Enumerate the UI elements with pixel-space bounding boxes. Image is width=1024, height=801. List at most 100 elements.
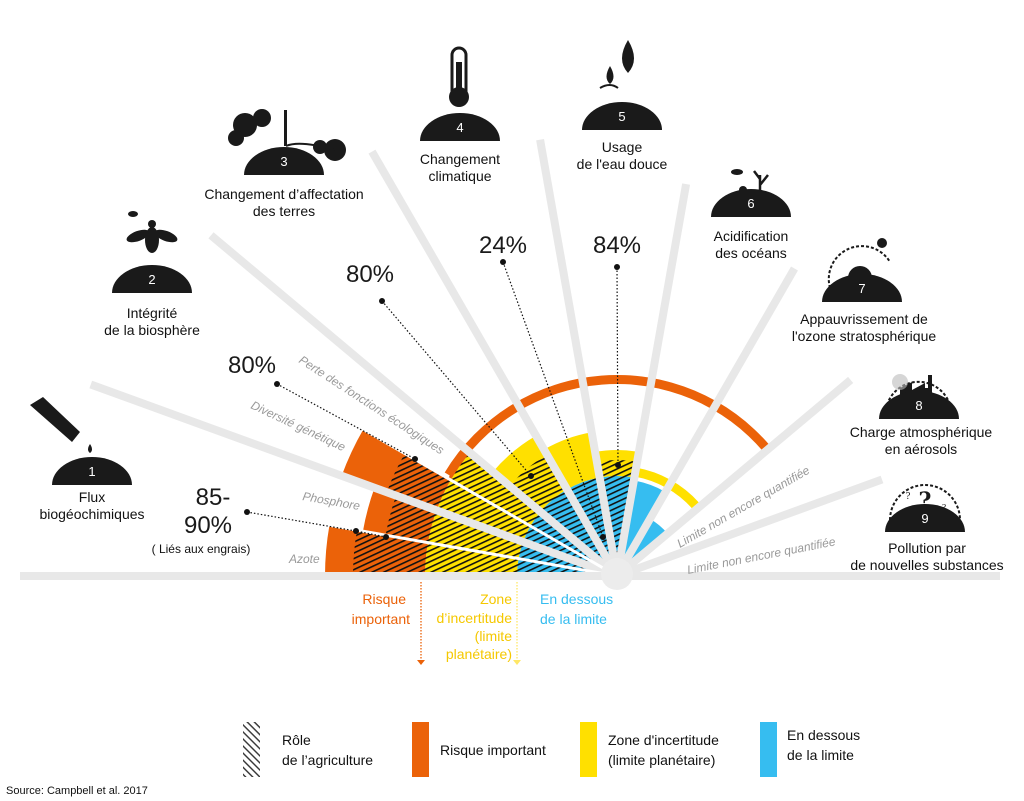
boundary-dome: [420, 113, 500, 141]
boundary-label: de nouvelles substances: [850, 557, 1003, 573]
boundary-label: de l'eau douce: [577, 156, 668, 172]
legend-high-risk: Risque important: [440, 742, 546, 758]
source-note: Source: Campbell et al. 2017: [6, 785, 148, 797]
bee-icon: [126, 211, 178, 253]
boundary-number: 2: [148, 272, 155, 287]
boundary-label: Changement d’affectation: [204, 186, 363, 202]
zone-uncertainty-4: planétaire): [446, 646, 512, 662]
boundary-number: 9: [921, 511, 928, 526]
legend-uncertainty-2: (limite planétaire): [608, 752, 715, 768]
boundary-label: l'ozone stratosphérique: [792, 328, 937, 344]
boundary-dome: [244, 147, 324, 175]
dot: [614, 264, 620, 270]
dot: [274, 381, 280, 387]
wedge-land-agriculture-hatch: [509, 454, 617, 576]
dot: [600, 534, 606, 540]
boundary-number: 5: [618, 109, 625, 124]
boundary-number: 6: [747, 196, 754, 211]
boundary-label: Flux: [79, 489, 105, 505]
dot: [353, 528, 359, 534]
wedge-water-agriculture-hatch: [596, 460, 638, 576]
boundary-number: 7: [858, 281, 865, 296]
share-flux-line2: 90%: [184, 512, 232, 539]
zone-uncertainty-2: d’incertitude: [437, 610, 513, 626]
zone-high-risk-1: Risque: [362, 591, 406, 607]
share-land: 80%: [346, 261, 394, 288]
leader-water: [616, 266, 619, 466]
zone-uncertainty-3: (limite: [475, 628, 513, 644]
legend-swatch-below: [760, 722, 777, 777]
boundary-label: biogéochimiques: [39, 506, 144, 522]
dot: [379, 298, 385, 304]
dot: [244, 509, 250, 515]
uncertainty-arc: [634, 467, 699, 509]
high-risk-arc: [444, 375, 771, 478]
uncertainty-arrowhead: [513, 660, 521, 665]
legend: Rôle de l’agriculture Risque important Z…: [243, 722, 860, 777]
boundary-dome: [112, 265, 192, 293]
label-phosphore: Phosphore: [301, 489, 361, 513]
boundary-label: Pollution par: [888, 540, 966, 556]
svg-text:?: ?: [906, 492, 911, 502]
dot: [412, 456, 418, 462]
legend-below-2: de la limite: [787, 747, 854, 763]
sector-ray: [614, 376, 854, 580]
zone-below-2: de la limite: [540, 611, 607, 627]
share-biosphere: 80%: [228, 352, 276, 379]
legend-uncertainty-1: Zone d'incertitude: [608, 732, 719, 748]
test-tube-drop-icon: [30, 397, 92, 453]
boundary-number: 1: [88, 464, 95, 479]
boundary-label: Charge atmosphérique: [850, 424, 993, 440]
zone-high-risk-2: important: [352, 611, 410, 627]
boundary-dome: [879, 391, 959, 419]
leader-dots: [244, 259, 621, 540]
dot: [383, 534, 389, 540]
wedge-climate-uncertainty: [544, 432, 600, 490]
high-risk-arrowhead: [417, 660, 425, 665]
boundary-label: climatique: [428, 168, 491, 184]
boundary-label: Changement: [420, 151, 500, 167]
boundary-label: Intégrité: [127, 305, 178, 321]
boundary-dome: [52, 457, 132, 485]
boundary-number: 4: [456, 120, 463, 135]
share-flux-note: ( Liés aux engrais): [152, 542, 251, 556]
share-climate: 24%: [479, 232, 527, 259]
share-water: 84%: [593, 232, 641, 259]
water-drops-icon: [599, 40, 634, 89]
zone-uncertainty-1: Zone: [480, 591, 512, 607]
sector-ray: [536, 139, 621, 577]
sector-ray: [368, 149, 621, 579]
boundary-label: Usage: [602, 139, 643, 155]
label-azote: Azote: [288, 552, 320, 566]
sector-ray: [208, 232, 620, 580]
legend-swatch-high-risk: [412, 722, 429, 777]
leader-lines: [246, 261, 619, 538]
sector-ray: [615, 475, 884, 580]
legend-swatch-uncertainty: [580, 722, 597, 777]
boundary-dome: [711, 189, 791, 217]
sector-ray: [89, 380, 619, 580]
legend-hatch-2: de l’agriculture: [282, 752, 373, 768]
legend-swatch-hatch: [243, 722, 260, 777]
thermometer-icon: [449, 46, 469, 107]
leader-biosphere: [276, 383, 416, 460]
share-flux-line1: 85-: [196, 484, 231, 511]
tree-icon: [228, 109, 346, 161]
boundary-number: 8: [915, 398, 922, 413]
boundary-number: 3: [280, 154, 287, 169]
boundary-label: de la biosphère: [104, 322, 200, 338]
legend-below-1: En dessous: [787, 727, 860, 743]
boundary-dome: [822, 274, 902, 302]
dot: [615, 462, 621, 468]
zone-below-1: En dessous: [540, 591, 613, 607]
boundary-dome: [582, 102, 662, 130]
boundary-label: des terres: [253, 203, 315, 219]
sub-sector-divider: [321, 522, 618, 578]
boundary-label: Appauvrissement de: [800, 311, 928, 327]
center-hub: [601, 558, 633, 590]
boundary-dome: [885, 504, 965, 532]
boundary-label: Acidification: [714, 228, 789, 244]
legend-hatch-1: Rôle: [282, 732, 311, 748]
